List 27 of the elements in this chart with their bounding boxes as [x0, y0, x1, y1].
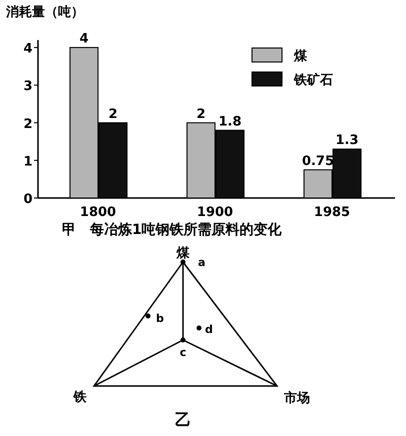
- y-tick-label: 3: [23, 79, 33, 94]
- text: b: [156, 312, 164, 325]
- data-label: 2: [196, 106, 206, 122]
- x-tick-label: 1800: [80, 205, 116, 220]
- text: c: [180, 346, 186, 359]
- legend-label: 煤: [293, 49, 308, 64]
- y-tick-label: 1: [23, 154, 33, 170]
- legend-label: 铁矿石: [293, 72, 333, 88]
- y-tick-label: 4: [23, 42, 33, 57]
- y-axis-title: 消耗量（吨）: [5, 4, 84, 20]
- x-tick-label: 1985: [314, 205, 350, 220]
- text: 乙: [175, 410, 191, 429]
- text: d: [205, 323, 213, 336]
- data-label: 2: [108, 106, 118, 122]
- data-label: 0.75: [302, 154, 334, 169]
- text: 甲: [62, 222, 76, 238]
- data-label: 1.8: [218, 114, 242, 130]
- data-label: 1.3: [335, 133, 359, 148]
- text: 市场: [283, 390, 310, 406]
- text: 煤: [176, 246, 190, 261]
- y-tick-label: 2: [23, 116, 33, 132]
- text: 每冶炼1吨钢铁所需原料的变化: [89, 221, 283, 238]
- text: a: [198, 256, 206, 269]
- y-tick-label: 0: [23, 192, 33, 207]
- x-tick-label: 1900: [196, 205, 234, 220]
- text: 铁: [72, 390, 88, 405]
- data-label: 4: [79, 32, 89, 47]
